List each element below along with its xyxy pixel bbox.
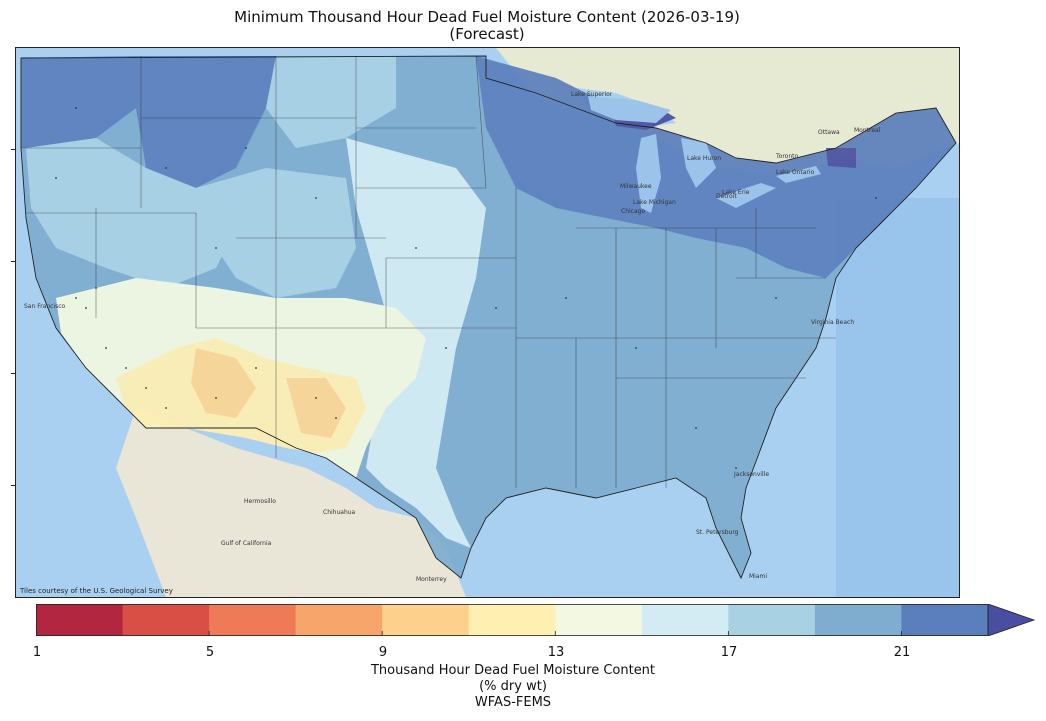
colorbar-tick-label: 1 bbox=[32, 645, 42, 660]
colorbar-tick-label: 17 bbox=[720, 645, 738, 660]
place-label: Toronto bbox=[775, 153, 798, 160]
colorbar-title: Thousand Hour Dead Fuel Moisture Content… bbox=[0, 663, 1026, 711]
place-label: Lake Ontario bbox=[776, 169, 815, 176]
colorbar-segment bbox=[382, 604, 470, 636]
place-label: Chicago bbox=[621, 208, 645, 215]
colorbar-extend-arrow bbox=[987, 604, 1036, 636]
state-borders bbox=[21, 55, 836, 488]
place-label: Lake Huron bbox=[687, 155, 721, 162]
map-panel[interactable]: Hermosillo Chihuahua Monterrey Gulf of C… bbox=[15, 47, 960, 598]
zone-mt-light bbox=[266, 56, 396, 148]
lake-ontario bbox=[776, 166, 821, 183]
place-label: Detroit bbox=[716, 193, 737, 200]
y-axis-tick bbox=[11, 149, 15, 150]
place-label: Virginia Beach bbox=[811, 319, 854, 326]
colorbar-tick-label: 21 bbox=[893, 645, 911, 660]
lake-erie bbox=[716, 183, 776, 208]
canada-land bbox=[136, 48, 959, 173]
colorbar-segment bbox=[641, 604, 729, 636]
lake-superior-top bbox=[588, 96, 671, 123]
colorbar-label-line2: (% dry wt) bbox=[479, 679, 547, 694]
place-label: Lake Erie bbox=[722, 189, 750, 196]
station-dots bbox=[55, 107, 877, 469]
place-label: St. Petersburg bbox=[696, 529, 739, 536]
colorbar-label-line1: Thousand Hour Dead Fuel Moisture Content bbox=[370, 663, 656, 678]
colorbar-label-line3: WFAS-FEMS bbox=[474, 695, 552, 710]
lake-huron bbox=[681, 138, 716, 188]
colorbar-segment bbox=[901, 604, 989, 636]
zone-nw-dark bbox=[21, 56, 136, 148]
colorbar-segment bbox=[728, 604, 816, 636]
y-axis-tick bbox=[11, 485, 15, 486]
colorbar-tick-label: 13 bbox=[547, 645, 565, 660]
zone-mt-dark bbox=[136, 56, 276, 188]
place-label: Montreal bbox=[854, 127, 881, 134]
place-label: San Francisco bbox=[24, 303, 66, 310]
colorbar-tick-label: 5 bbox=[205, 645, 215, 660]
place-label: Jacksonville bbox=[733, 471, 769, 478]
place-label: Gulf of California bbox=[221, 540, 272, 547]
map-title-line2: (Forecast) bbox=[449, 25, 525, 43]
place-label: Chihuahua bbox=[323, 509, 356, 516]
colorbar-tick-label: 9 bbox=[378, 645, 388, 660]
colorbar-segment bbox=[295, 604, 383, 636]
zone-az-dry bbox=[191, 348, 256, 418]
atlantic-deep bbox=[836, 198, 959, 597]
zone-nd bbox=[396, 56, 486, 168]
lake-michigan bbox=[636, 134, 661, 213]
map-title-line1: Minimum Thousand Hour Dead Fuel Moisture… bbox=[234, 8, 740, 26]
colorbar-segment bbox=[555, 604, 643, 636]
place-label: Hermosillo bbox=[244, 498, 276, 505]
colorbar-outline bbox=[36, 604, 989, 636]
y-axis-tick bbox=[11, 373, 15, 374]
mexico-land bbox=[116, 408, 466, 597]
place-label: Ottawa bbox=[818, 129, 840, 136]
colorbar bbox=[36, 604, 1036, 636]
colorbar-segment bbox=[814, 604, 902, 636]
zone-nm-dry bbox=[286, 378, 346, 438]
y-axis-tick bbox=[11, 261, 15, 262]
place-label: Miami bbox=[749, 573, 767, 580]
colorbar-segment bbox=[122, 604, 210, 636]
us-border bbox=[20, 55, 957, 580]
zone-ny bbox=[826, 148, 856, 168]
place-label: Milwaukee bbox=[620, 183, 652, 190]
colorbar-segment bbox=[468, 604, 556, 636]
map-title: Minimum Thousand Hour Dead Fuel Moisture… bbox=[0, 9, 974, 43]
map-attribution: Tiles courtesy of the U.S. Geological Su… bbox=[20, 587, 173, 595]
colorbar-segment bbox=[36, 604, 124, 636]
colorbar-segment bbox=[209, 604, 297, 636]
place-label: Monterrey bbox=[416, 576, 447, 583]
place-label: Lake Michigan bbox=[633, 199, 676, 206]
map-svg: Hermosillo Chihuahua Monterrey Gulf of C… bbox=[16, 48, 959, 597]
place-labels: Hermosillo Chihuahua Monterrey Gulf of C… bbox=[24, 91, 881, 583]
zone-se bbox=[516, 268, 826, 578]
place-label: Lake Superior bbox=[571, 91, 613, 98]
